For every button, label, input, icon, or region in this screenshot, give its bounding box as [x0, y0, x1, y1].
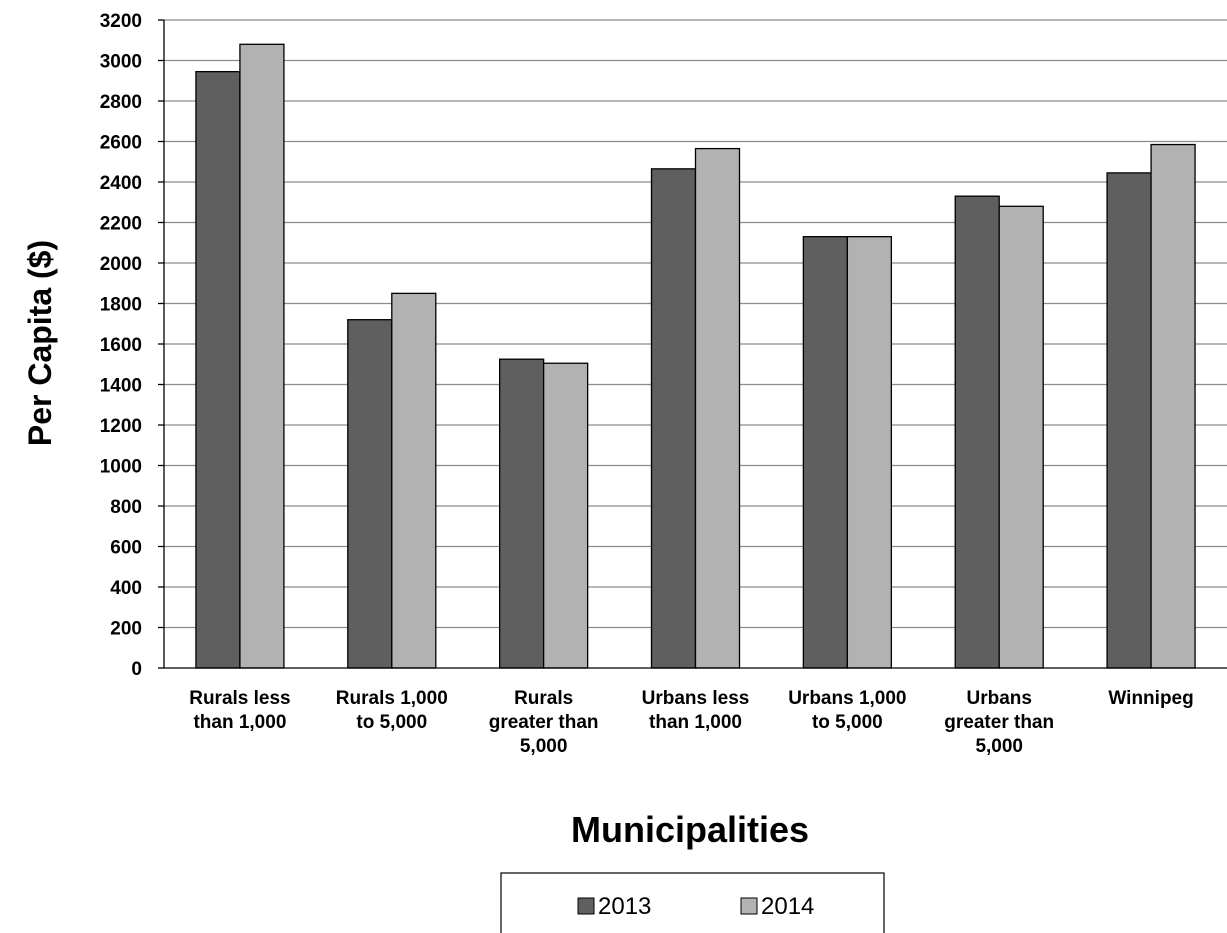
- bar-2014-4: [846, 236, 893, 669]
- x-category-label: Urbans 1,000: [788, 688, 906, 709]
- bar-2013-4: [802, 236, 849, 669]
- bar-2014-6: [1150, 143, 1196, 669]
- bar-2013-6: [1106, 172, 1152, 669]
- bar-2013-2: [498, 358, 545, 669]
- x-axis-title: Municipalities: [571, 809, 809, 850]
- bar-2013-5: [954, 195, 1000, 669]
- bar-2013-3: [650, 168, 697, 669]
- y-tick-label: 1600: [100, 335, 142, 356]
- bar-2014-2: [542, 362, 589, 669]
- legend-swatch-2013: [577, 897, 595, 915]
- y-tick-label: 3000: [100, 52, 142, 73]
- x-axis-categories: Rurals less than 1,000 Rurals 1,000 to 5,00…: [189, 688, 1194, 757]
- x-category-label: greater than: [489, 712, 599, 733]
- legend-box: [500, 872, 885, 933]
- legend-label-2014: 2014: [761, 893, 814, 920]
- x-category-label: Winnipeg: [1108, 688, 1193, 709]
- y-tick-label: 800: [110, 497, 142, 518]
- y-tick-label: 1400: [100, 376, 142, 397]
- y-tick-label: 400: [110, 578, 142, 599]
- bar-2013-1: [347, 319, 393, 669]
- x-category-label: 5,000: [520, 736, 568, 757]
- x-category-label: Rurals 1,000: [336, 688, 448, 709]
- y-tick-label: 2200: [100, 214, 142, 235]
- y-tick-label: 1800: [100, 295, 142, 316]
- x-category-label: to 5,000: [812, 712, 883, 733]
- bar-2014-3: [694, 147, 741, 669]
- y-tick-label: 1200: [100, 416, 142, 437]
- x-category-label: to 5,000: [356, 712, 427, 733]
- bar-2014-5: [998, 205, 1044, 669]
- bar-2013-0: [195, 70, 241, 669]
- y-tick-label: 600: [110, 538, 142, 559]
- x-category-label: than 1,000: [193, 712, 286, 733]
- y-tick-label: 2800: [100, 92, 142, 113]
- x-category-label: Rurals: [514, 688, 573, 709]
- y-tick-label: 1000: [100, 457, 142, 478]
- axes: [163, 20, 1227, 669]
- x-category-label: 5,000: [975, 736, 1023, 757]
- y-axis-title: Per Capita ($): [22, 240, 58, 446]
- y-tick-label: 200: [110, 619, 142, 640]
- y-tick-label: 2600: [100, 133, 142, 154]
- legend-swatch-2014: [740, 897, 758, 915]
- bar-2014-0: [239, 43, 285, 669]
- x-category-label: Urbans: [966, 688, 1031, 709]
- x-category-label: greater than: [944, 712, 1054, 733]
- x-category-label: Rurals less: [189, 688, 290, 709]
- y-tick-label: 2000: [100, 254, 142, 275]
- legend-label-2013: 2013: [598, 893, 651, 920]
- y-tick-label: 0: [131, 659, 142, 680]
- y-axis-ticks: 0 200 400 600 800 1000 1200 1400 1600 1800 2000 220…: [100, 11, 164, 680]
- y-tick-label: 2400: [100, 173, 142, 194]
- x-category-label: than 1,000: [649, 712, 742, 733]
- legend: 2013 2014: [500, 872, 885, 933]
- x-category-label: Urbans less: [642, 688, 750, 709]
- bar-2014-1: [391, 292, 437, 669]
- y-tick-label: 3200: [100, 11, 142, 32]
- bars: [195, 43, 1196, 669]
